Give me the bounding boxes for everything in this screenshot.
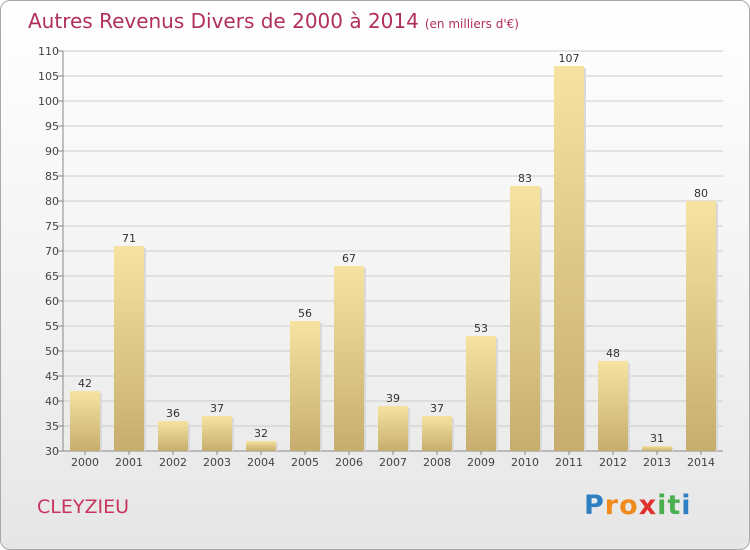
bar	[158, 421, 188, 451]
y-tick-label: 90	[45, 145, 59, 158]
data-label: 67	[342, 252, 356, 265]
y-tick-label: 85	[45, 170, 59, 183]
y-tick-label: 80	[45, 195, 59, 208]
data-label: 83	[518, 172, 532, 185]
data-label: 107	[559, 52, 580, 65]
data-label: 42	[78, 377, 92, 390]
data-label: 71	[122, 232, 136, 245]
proxiti-logo: Proxiti	[584, 490, 692, 521]
chart-subtitle: (en milliers d'€)	[424, 17, 519, 31]
y-tick-label: 100	[38, 95, 59, 108]
bar	[466, 336, 496, 451]
bar	[642, 446, 672, 451]
data-label: 56	[298, 307, 312, 320]
data-label: 36	[166, 407, 180, 420]
data-label: 53	[474, 322, 488, 335]
bar	[334, 266, 364, 451]
logo-letter: P	[584, 490, 605, 521]
x-tick-label: 2013	[643, 456, 671, 469]
bar	[290, 321, 320, 451]
y-tick-label: 105	[38, 70, 59, 83]
bar	[510, 186, 540, 451]
chart-title-text: Autres Revenus Divers de 2000 à 2014	[28, 9, 419, 33]
x-tick-label: 2001	[115, 456, 143, 469]
y-tick-label: 55	[45, 320, 59, 333]
x-tick-label: 2000	[71, 456, 99, 469]
x-tick-label: 2007	[379, 456, 407, 469]
logo-letter: i	[681, 490, 692, 521]
x-tick-label: 2004	[247, 456, 275, 469]
data-label: 32	[254, 427, 268, 440]
x-tick-label: 2011	[555, 456, 583, 469]
bar	[554, 66, 584, 451]
y-tick-label: 60	[45, 295, 59, 308]
data-label: 48	[606, 347, 620, 360]
data-label: 39	[386, 392, 400, 405]
commune-name: CLEYZIEU	[37, 496, 129, 518]
y-tick-label: 50	[45, 345, 59, 358]
y-tick-label: 70	[45, 245, 59, 258]
x-tick-label: 2012	[599, 456, 627, 469]
logo-letter: x	[638, 490, 658, 521]
y-tick-label: 30	[45, 445, 59, 458]
bar	[202, 416, 232, 451]
x-tick-label: 2002	[159, 456, 187, 469]
logo-letter: r	[604, 490, 620, 521]
x-tick-label: 2009	[467, 456, 495, 469]
bar	[114, 246, 144, 451]
data-label: 80	[694, 187, 708, 200]
bar	[246, 441, 276, 451]
logo-letter: o	[619, 490, 639, 521]
data-label: 37	[210, 402, 224, 415]
bar	[422, 416, 452, 451]
x-tick-label: 2003	[203, 456, 231, 469]
logo-letter: i	[657, 490, 668, 521]
y-tick-label: 40	[45, 395, 59, 408]
x-tick-label: 2014	[687, 456, 715, 469]
data-label: 37	[430, 402, 444, 415]
x-tick-label: 2010	[511, 456, 539, 469]
y-tick-label: 110	[38, 45, 59, 58]
x-tick-label: 2005	[291, 456, 319, 469]
logo-letter: t	[667, 490, 682, 521]
y-tick-label: 95	[45, 120, 59, 133]
bar	[598, 361, 628, 451]
y-tick-label: 75	[45, 220, 59, 233]
bar	[70, 391, 100, 451]
data-label: 31	[650, 432, 664, 445]
y-tick-label: 35	[45, 420, 59, 433]
x-tick-label: 2006	[335, 456, 363, 469]
bar	[686, 201, 716, 451]
x-tick-label: 2008	[423, 456, 451, 469]
y-tick-label: 45	[45, 370, 59, 383]
bar	[378, 406, 408, 451]
y-tick-label: 65	[45, 270, 59, 283]
chart-title: Autres Revenus Divers de 2000 à 2014 (en …	[28, 9, 519, 33]
